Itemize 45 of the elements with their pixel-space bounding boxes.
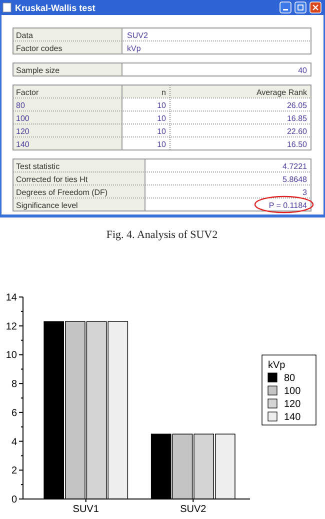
text: 4.7221 bbox=[282, 162, 308, 171]
text: Significance level bbox=[16, 201, 78, 210]
text: 16.85 bbox=[286, 114, 308, 123]
text: Data bbox=[16, 31, 34, 40]
text: 10 bbox=[157, 101, 167, 110]
legend-title: kVp bbox=[268, 360, 286, 371]
text: 10 bbox=[157, 127, 167, 136]
y-tick-label: 8 bbox=[11, 379, 18, 390]
y-tick-label: 0 bbox=[11, 494, 18, 506]
text: Corrected for ties Ht bbox=[16, 175, 88, 184]
y-tick-label: 10 bbox=[6, 350, 18, 362]
y-tick-label: 2 bbox=[11, 466, 18, 477]
text: Factor codes bbox=[16, 44, 62, 53]
text: n bbox=[162, 88, 166, 97]
text: P = 0.1184 bbox=[268, 201, 308, 210]
text: 80 bbox=[16, 101, 26, 110]
legend-label: 120 bbox=[284, 399, 302, 410]
text: 140 bbox=[16, 140, 30, 149]
text: Kruskal-Wallis test bbox=[15, 3, 96, 13]
y-tick-label: 4 bbox=[11, 436, 18, 448]
text: 10 bbox=[157, 140, 167, 149]
y-tick-label: 6 bbox=[11, 408, 18, 419]
text: Test statistic bbox=[16, 162, 60, 171]
legend-label: 80 bbox=[284, 373, 296, 384]
text: 16.50 bbox=[286, 140, 308, 149]
text: 3 bbox=[302, 188, 308, 197]
text: 120 bbox=[16, 127, 30, 136]
text: Sample size bbox=[16, 66, 60, 75]
text: 5.8648 bbox=[282, 175, 308, 184]
text: SUV2 bbox=[127, 31, 148, 40]
text: 10 bbox=[157, 114, 167, 123]
text: Average Rank bbox=[256, 88, 308, 97]
legend-label: 100 bbox=[284, 386, 302, 397]
text: Fig. 4. Analysis of SUV2 bbox=[106, 229, 218, 241]
text: 100 bbox=[16, 114, 30, 123]
y-tick-label: 14 bbox=[6, 292, 18, 304]
text: 26.05 bbox=[286, 101, 308, 110]
text: Degrees of Freedom (DF) bbox=[16, 188, 108, 197]
text: Factor bbox=[16, 88, 40, 97]
x-tick-label: SUV1 bbox=[72, 504, 100, 515]
y-tick-label: 12 bbox=[6, 321, 18, 332]
legend-label: 140 bbox=[284, 412, 302, 423]
text: kVp bbox=[127, 44, 142, 53]
text: 40 bbox=[298, 66, 308, 75]
text: 22.60 bbox=[286, 127, 308, 136]
